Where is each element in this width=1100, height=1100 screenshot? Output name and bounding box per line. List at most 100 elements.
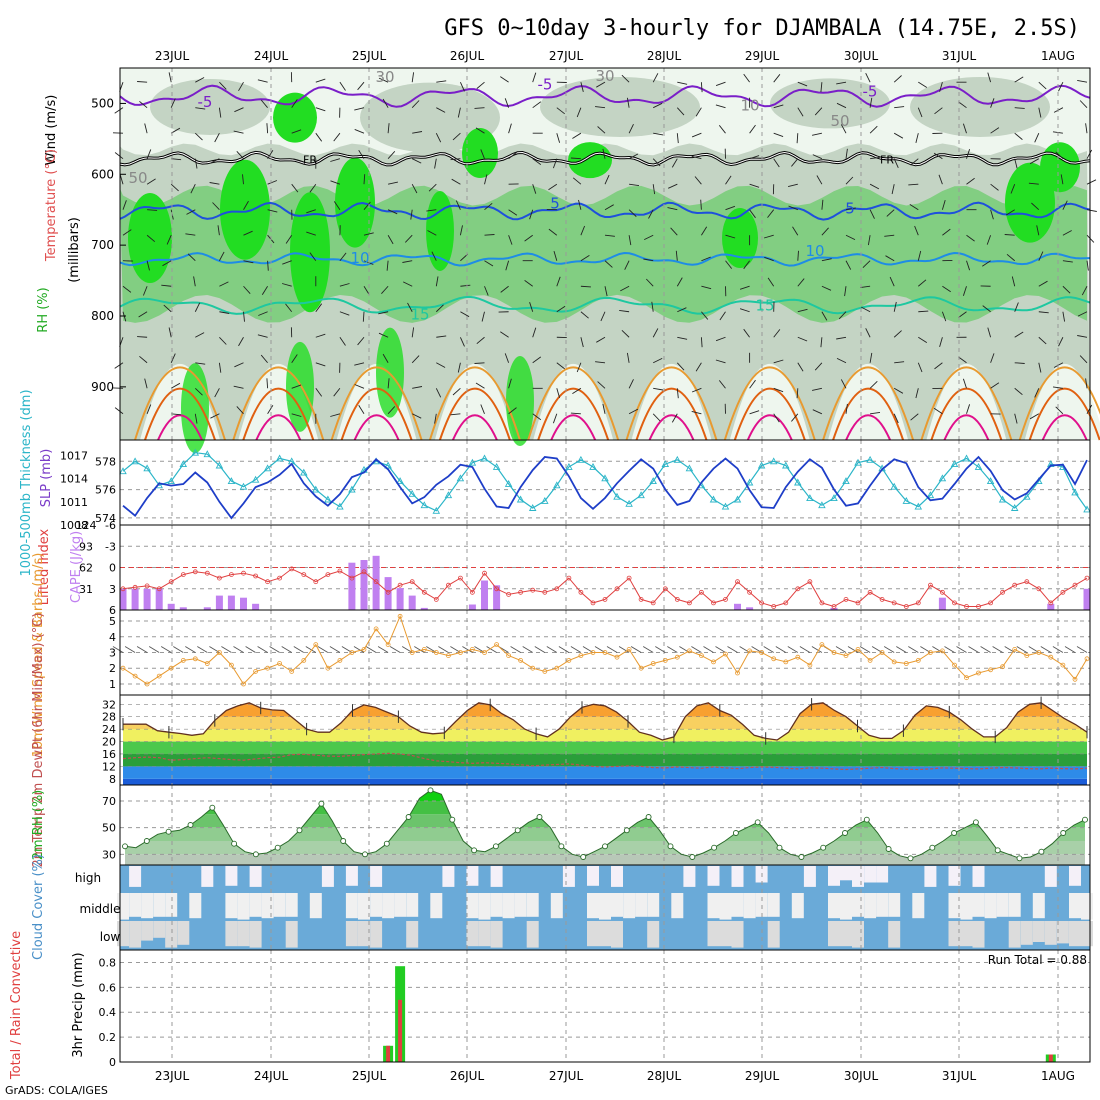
wind-speed-point [771,656,777,662]
wind-barb [844,286,847,297]
wind-barb [580,225,586,236]
wind-barb [691,132,702,138]
wind-barb [938,174,943,185]
cloud-block [321,866,334,887]
wind-barb [532,158,542,165]
lifted-point [337,568,343,574]
lifted-point [626,575,632,581]
thickness-point [625,499,633,507]
wind-barb [170,382,181,389]
thickness-point [685,464,694,472]
cloud-block [683,866,696,887]
wind-barb [508,123,512,134]
wind-barb-10m [546,646,558,653]
temp-band [123,729,1087,742]
lifted-point [795,586,801,592]
wind-barb [387,406,396,415]
wind-barb [691,155,702,160]
ylabel-millibars: (millibars) [67,217,82,283]
cloud-block [345,921,358,947]
wind-barb [382,353,389,363]
wind-barb [797,278,805,287]
isotherm-20 [330,366,423,441]
wind-speed-point [482,650,487,655]
temp-tick: 8 [109,773,116,786]
wind-tick: 1 [109,678,116,691]
rh-point [732,830,739,836]
wind-barb [941,199,946,210]
wind-barb [966,177,975,185]
wind-barb [524,234,533,242]
wind-barb [354,107,365,111]
wind-barb-10m [980,646,991,653]
wind-barb [475,127,485,134]
wind-barb-10m [329,646,341,653]
wind-barb [884,234,895,237]
cloud-level-label: high [75,871,101,885]
wind-barb [139,355,148,364]
wind-barb [578,199,582,210]
wind-barb [628,408,639,415]
wind-barb [791,413,799,422]
wind-barb [600,311,606,322]
lifted-point [253,573,259,579]
wind-barb-10m [835,646,847,653]
wind-barb [918,336,928,343]
lifted-point [831,604,837,609]
wind-barb [869,183,880,190]
wind-barb [821,311,828,321]
lifted-point [421,589,427,595]
rh-point [994,847,1001,854]
wind-barb [452,387,461,396]
rh-point [427,787,434,794]
lifted-point [964,604,969,609]
wind-barb [436,80,447,83]
wind-barb-10m [811,646,823,653]
wind-barb [219,81,227,90]
rh-point [449,816,456,823]
isotherm-5 [119,201,1091,221]
contour-label: FR [303,154,317,167]
wind-barb [986,235,992,245]
contour-label: 5 [550,194,560,212]
wind-speed-point [469,647,475,652]
wind-speed-point [433,650,439,655]
wind-barb [893,75,902,83]
wind-speed-point [120,665,126,671]
wind-barb [580,82,584,93]
wind-barb [676,362,685,371]
wind-barb [119,174,124,185]
cloud-block [478,893,491,920]
wind-barb [146,404,152,414]
cape-bar [420,607,428,610]
lifted-point [638,597,644,602]
lifted-point [216,575,222,581]
wind-barb [457,362,461,373]
thickness-point [1010,504,1019,511]
thickness-tick: 576 [95,484,116,497]
cloud-block [370,866,383,887]
wind-speed-point [204,661,210,666]
wind-barb [436,335,447,338]
lifted-point [1084,575,1090,581]
isotherm-25 [438,387,511,441]
wind-barb [821,285,832,291]
wind-speed-point [614,654,620,660]
wind-barb [504,98,510,108]
wind-barb [476,336,485,345]
cloud-block [1044,866,1057,887]
wind-barb [309,183,317,193]
wind-speed-point [289,669,295,674]
wind-barb [212,202,220,211]
wind-tick: 4 [109,631,116,644]
wind-barb [836,357,847,364]
lifted-point [940,589,945,595]
wind-barb [796,388,799,399]
wind-barb [193,276,196,287]
wind-speed-point [566,658,572,663]
rh-high-blob [426,190,454,271]
cape-bar [384,577,392,610]
wind-barb [161,284,172,287]
precip-tick: 0 [109,1056,116,1069]
wind-barb [1062,230,1072,236]
